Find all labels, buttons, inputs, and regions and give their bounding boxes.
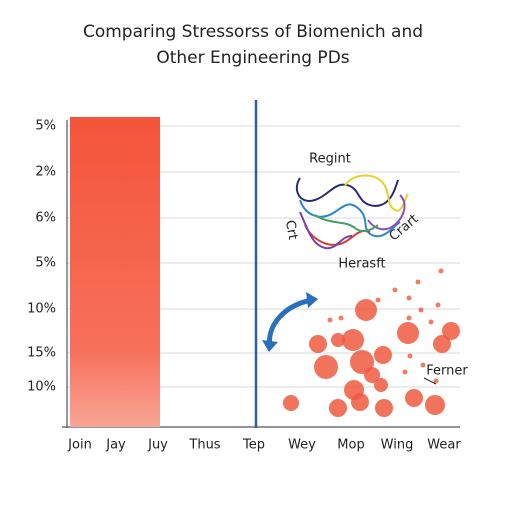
bubble: [331, 333, 345, 347]
bubble: [351, 393, 369, 411]
bubble: [350, 350, 374, 374]
dot: [420, 362, 426, 368]
dot: [435, 302, 441, 308]
bubble: [342, 329, 364, 351]
annotation-line: [423, 377, 437, 385]
bubble: [405, 389, 423, 407]
bubble: [397, 322, 419, 344]
dot: [418, 307, 424, 313]
x-tick-label: Wear: [427, 438, 461, 453]
bar: [70, 117, 160, 427]
x-tick-label: Join: [67, 438, 92, 453]
x-tick-label: Wey: [288, 438, 316, 453]
bubble: [364, 367, 380, 383]
x-tick-label: Jay: [105, 438, 126, 453]
y-tick-label: 15%: [27, 346, 56, 361]
bubbles: [283, 268, 460, 417]
dot: [407, 353, 413, 359]
dot: [327, 317, 333, 323]
dot: [392, 287, 398, 293]
y-tick-label: 10%: [27, 380, 56, 395]
bubble: [355, 299, 377, 321]
bubble: [329, 399, 347, 417]
bubble: [283, 395, 299, 411]
y-tick-label: 6%: [35, 211, 56, 226]
bubble: [433, 335, 451, 353]
arrow-head: [306, 292, 318, 308]
bubble: [314, 355, 338, 379]
dot: [406, 315, 412, 321]
bubble: [425, 395, 445, 415]
bubble: [374, 378, 388, 392]
bubble: [309, 335, 327, 353]
x-tick-label: Mop: [337, 438, 364, 453]
y-tick-label: 5%: [35, 119, 56, 134]
dot: [415, 279, 421, 285]
bubble: [375, 399, 393, 417]
dot: [406, 295, 412, 301]
y-tick-label: 2%: [35, 165, 56, 180]
dot: [402, 369, 408, 375]
dot: [375, 297, 381, 303]
annotation: Crart: [387, 212, 422, 245]
annotation: Regint: [309, 152, 351, 167]
annotation: Ferner: [426, 364, 468, 379]
arrow: [267, 297, 313, 349]
x-tick-label: Tep: [242, 438, 265, 453]
chart-title: Comparing Stressorss of Biomenich and: [83, 22, 423, 42]
y-tick-label: 5%: [35, 256, 56, 271]
network: [295, 174, 409, 250]
x-tick-label: Juy: [147, 438, 168, 453]
dot: [438, 268, 444, 274]
dot: [433, 378, 439, 384]
arrow-head: [262, 340, 278, 352]
y-tick-label: 10%: [27, 302, 56, 317]
x-tick-label: Thus: [188, 438, 220, 453]
annotation: Herasft: [338, 257, 385, 272]
x-tick-label: Wing: [381, 438, 414, 453]
annotation: Crt: [282, 219, 300, 241]
dot: [338, 315, 344, 321]
chart-title: Other Engineering PDs: [156, 48, 349, 68]
dot: [428, 319, 434, 325]
bubble: [442, 322, 460, 340]
bubble: [374, 346, 392, 364]
